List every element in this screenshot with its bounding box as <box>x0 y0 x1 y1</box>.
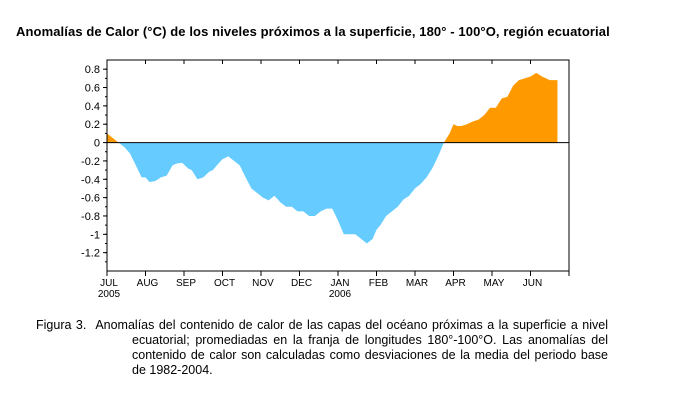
x-tick-label: MAR <box>406 278 428 289</box>
y-tick-label: 0.8 <box>85 64 100 76</box>
x-tick-label: AUG <box>137 278 159 289</box>
x-year-label: 2005 <box>98 289 121 300</box>
x-tick-label: APR <box>445 278 466 289</box>
x-tick-label: MAY <box>484 278 505 289</box>
caption-text: Anomalías del contenido de calor de las … <box>95 318 608 377</box>
x-tick-label: SEP <box>176 278 196 289</box>
y-tick-label: 0.4 <box>85 101 100 113</box>
y-tick-label: -0.8 <box>81 211 100 223</box>
y-tick-label: -0.6 <box>81 193 100 205</box>
y-tick-label: -0.2 <box>81 156 100 168</box>
x-tick-label: JAN <box>331 278 350 289</box>
x-tick-label: DEC <box>291 278 312 289</box>
axes: 0.8 0.6 0.4 0.2 0 -0.2 -0.4 -0.6 -0.8 -1 -1.2 JUL AU… <box>81 59 570 300</box>
x-year-label: 2006 <box>329 289 352 300</box>
x-tick-label: JUL <box>100 278 118 289</box>
plot-areas <box>107 72 558 244</box>
chart-title: Anomalías de Calor (°C) de los niveles p… <box>16 24 610 39</box>
x-tick-label: NOV <box>252 278 274 289</box>
y-tick-label: 0 <box>94 138 100 150</box>
y-tick-label: 0.6 <box>85 83 100 95</box>
positive-anomaly-area <box>107 72 558 143</box>
caption-body: Figura 3. Anomalías del contenido de cal… <box>36 318 608 378</box>
negative-anomaly-area <box>107 142 558 244</box>
y-tick-label: -0.4 <box>81 174 100 186</box>
caption-lead: Figura 3. <box>36 318 87 332</box>
y-tick-label: -1.2 <box>81 248 100 260</box>
heat-anomaly-chart: 0.8 0.6 0.4 0.2 0 -0.2 -0.4 -0.6 -0.8 -1 -1.2 JUL AU… <box>81 59 570 300</box>
y-tick-label: -1 <box>90 229 100 241</box>
x-tick-label: OCT <box>214 278 235 289</box>
figure-caption: Figura 3. Anomalías del contenido de cal… <box>36 318 608 378</box>
y-tick-label: 0.2 <box>85 119 100 131</box>
x-tick-label: JUN <box>523 278 542 289</box>
x-tick-label: FEB <box>369 278 389 289</box>
